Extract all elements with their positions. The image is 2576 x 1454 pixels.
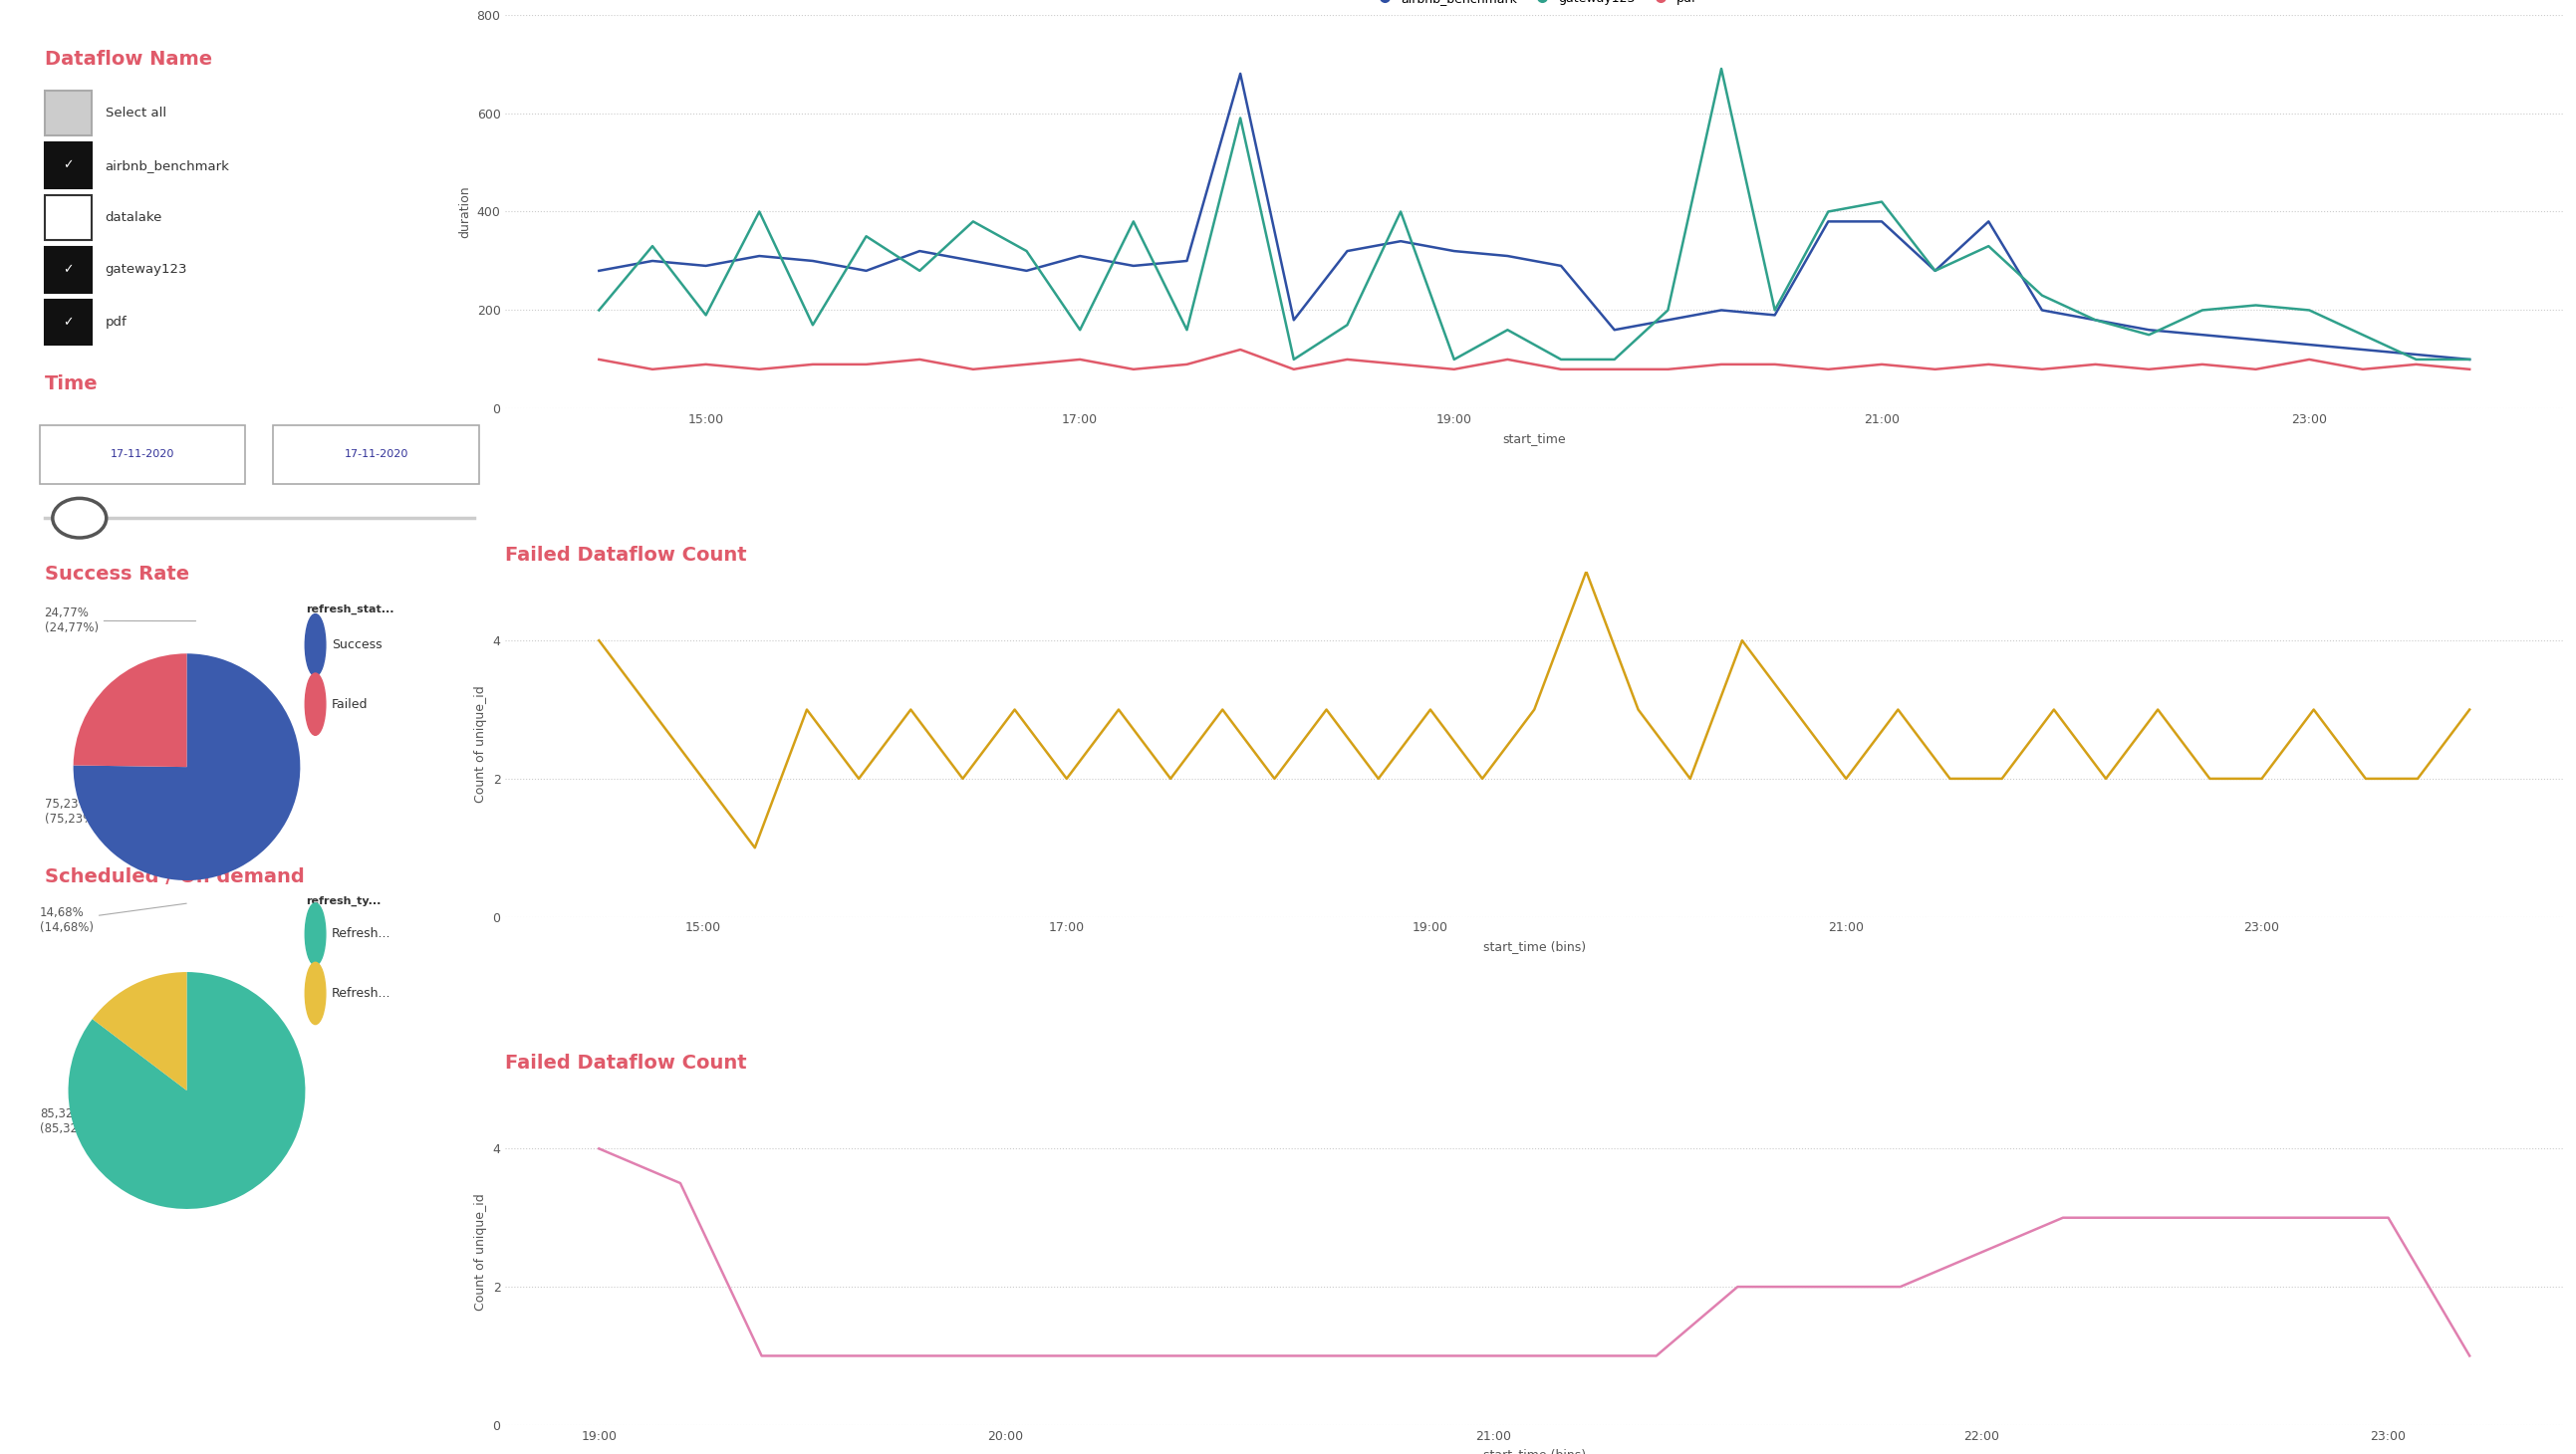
- Text: Dataflow Name: Dataflow Name: [44, 49, 211, 68]
- Text: 24,77%
(24,77%): 24,77% (24,77%): [44, 606, 196, 635]
- Text: 17-11-2020: 17-11-2020: [111, 449, 175, 459]
- FancyBboxPatch shape: [44, 195, 90, 240]
- FancyBboxPatch shape: [44, 300, 90, 345]
- Text: gateway123: gateway123: [106, 263, 188, 276]
- Text: Select all: Select all: [106, 106, 165, 119]
- Text: 14,68%
(14,68%): 14,68% (14,68%): [39, 903, 185, 933]
- Text: Scheduled / On demand: Scheduled / On demand: [44, 868, 304, 887]
- Text: datalake: datalake: [106, 211, 162, 224]
- Text: Refresh...: Refresh...: [332, 928, 392, 941]
- Text: Failed Dataflow Count: Failed Dataflow Count: [505, 545, 747, 564]
- FancyBboxPatch shape: [39, 425, 245, 484]
- Circle shape: [304, 614, 325, 676]
- Text: Success: Success: [332, 638, 381, 651]
- Text: Refresh...: Refresh...: [332, 987, 392, 1000]
- Y-axis label: Count of unique_id: Count of unique_id: [474, 1194, 487, 1312]
- Y-axis label: duration: duration: [459, 186, 471, 238]
- Text: refresh_ty...: refresh_ty...: [307, 896, 381, 906]
- FancyBboxPatch shape: [44, 90, 90, 135]
- Text: 85,32%
(85,32%): 85,32% (85,32%): [39, 1102, 126, 1136]
- X-axis label: start_time (bins): start_time (bins): [1484, 941, 1587, 952]
- Text: 75,23%
(75,23%): 75,23% (75,23%): [44, 797, 139, 826]
- Wedge shape: [72, 654, 188, 768]
- FancyBboxPatch shape: [44, 247, 90, 292]
- Wedge shape: [67, 973, 304, 1208]
- X-axis label: start_time: start_time: [1502, 432, 1566, 445]
- Y-axis label: Count of unique_id: Count of unique_id: [474, 685, 487, 803]
- Text: Time: Time: [44, 374, 98, 393]
- Text: ✓: ✓: [62, 316, 72, 329]
- Text: ✓: ✓: [62, 158, 72, 172]
- Text: pdf: pdf: [106, 316, 126, 329]
- Ellipse shape: [52, 499, 106, 538]
- Text: Failed: Failed: [332, 698, 368, 711]
- Text: ✓: ✓: [62, 263, 72, 276]
- FancyBboxPatch shape: [44, 142, 90, 188]
- Wedge shape: [93, 973, 188, 1090]
- Legend: airbnb_benchmark, gateway123, pdf: airbnb_benchmark, gateway123, pdf: [1368, 0, 1703, 10]
- Circle shape: [304, 673, 325, 736]
- Circle shape: [304, 903, 325, 965]
- Text: refresh_stat...: refresh_stat...: [307, 603, 394, 614]
- FancyBboxPatch shape: [273, 425, 479, 484]
- Circle shape: [304, 963, 325, 1025]
- Text: Success Rate: Success Rate: [44, 564, 188, 583]
- X-axis label: start_time (bins): start_time (bins): [1484, 1448, 1587, 1454]
- Wedge shape: [72, 654, 301, 880]
- Text: 17-11-2020: 17-11-2020: [345, 449, 407, 459]
- Text: Failed Dataflow Count: Failed Dataflow Count: [505, 1054, 747, 1073]
- Text: airbnb_benchmark: airbnb_benchmark: [106, 158, 229, 172]
